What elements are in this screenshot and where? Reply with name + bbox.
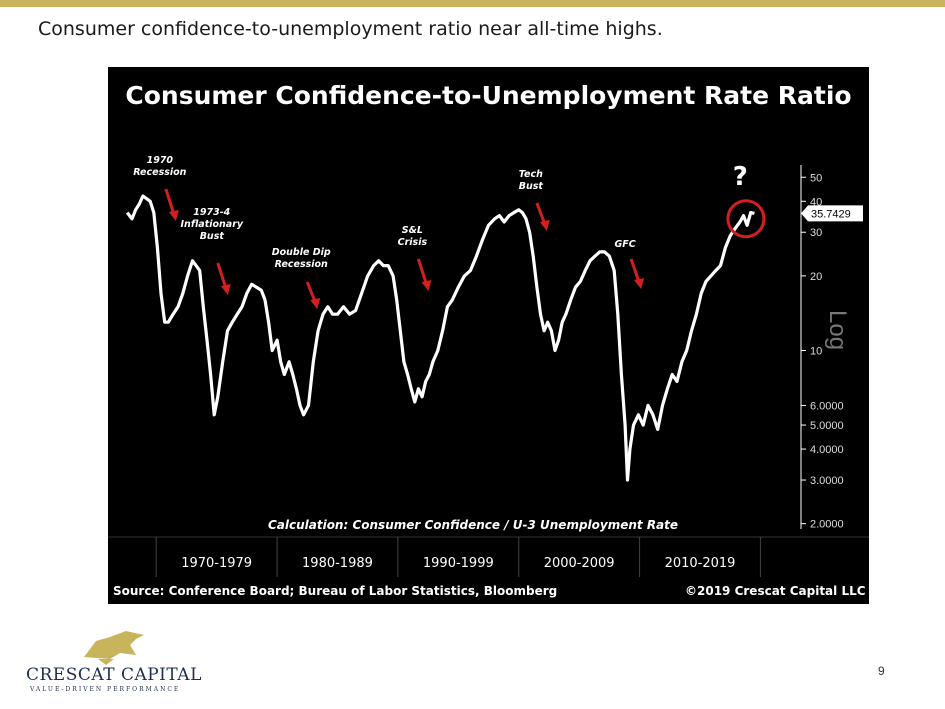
chart-source: Source: Conference Board; Bureau of Labo… xyxy=(113,584,558,598)
last-value-label: 35.7429 xyxy=(811,208,851,220)
annotation-label: Double Dip xyxy=(272,247,331,258)
annotation-arrowhead xyxy=(220,284,231,295)
y-tick-label: 4.0000 xyxy=(810,444,844,456)
annotation-arrowhead xyxy=(539,220,550,231)
y-tick-label: 6.0000 xyxy=(810,400,844,412)
y-tick-label: 10 xyxy=(810,345,822,357)
annotation-label: Recession xyxy=(275,259,328,270)
y-tick-label: 3.0000 xyxy=(810,475,844,487)
annotation-label: Tech xyxy=(519,169,543,180)
chart-panel: Consumer Confidence-to-Unemployment Rate… xyxy=(108,67,869,604)
annotation-label: Crisis xyxy=(398,237,428,248)
slide-top-bar xyxy=(0,0,945,7)
x-decade-label: 2010-2019 xyxy=(665,556,736,571)
y-tick-label: 40 xyxy=(810,196,822,208)
annotation-label: Bust xyxy=(519,181,544,192)
annotation-label: Bust xyxy=(200,231,225,242)
y-tick-label: 2.0000 xyxy=(810,519,844,531)
annotation-arrow xyxy=(216,262,228,289)
annotation-label: 1970 xyxy=(147,155,174,166)
last-value-tag xyxy=(801,205,863,222)
logo-tagline: VALUE-DRIVEN PERFORMANCE xyxy=(30,686,181,693)
page-number: 9 xyxy=(878,664,885,678)
y-tick-label: 5.0000 xyxy=(810,420,844,432)
chart-title: Consumer Confidence-to-Unemployment Rate… xyxy=(125,81,852,110)
annotation-arrow xyxy=(629,258,641,283)
annotation-arrowhead xyxy=(310,298,321,309)
chart-copyright: ©2019 Crescat Capital LLC xyxy=(685,584,866,598)
logo-name: CRESCAT CAPITAL xyxy=(26,665,202,685)
x-decade-label: 2000-2009 xyxy=(544,556,615,571)
chart-svg: 50 40 30 20 10 6.0000 5.0000 4.0000 3.0000 2.0000… xyxy=(108,155,869,577)
highlight-circle xyxy=(726,199,766,239)
annotation-label: 1973-4 xyxy=(193,207,230,218)
crescat-logo-icon xyxy=(84,631,144,665)
annotation-arrowhead xyxy=(421,280,432,291)
x-decade-label: 1970-1979 xyxy=(181,556,252,571)
x-decade-label: 1990-1999 xyxy=(423,556,494,571)
annotation-label: GFC xyxy=(614,239,635,250)
series-line xyxy=(125,194,755,482)
annotation-arrow xyxy=(305,281,317,303)
y-tick-label: 30 xyxy=(810,227,822,239)
annotation-arrowhead xyxy=(168,210,179,221)
annotation-label: Inflationary xyxy=(181,219,244,230)
y-axis-label: Log xyxy=(824,310,851,350)
annotation-label: S&L xyxy=(402,225,423,236)
y-tick-label: 20 xyxy=(810,271,822,283)
annotation-arrow xyxy=(164,188,176,215)
slide-title: Consumer confidence-to-unemployment rati… xyxy=(38,18,663,40)
annotation-arrow xyxy=(535,202,547,225)
annotation-question-mark: ? xyxy=(733,162,748,192)
y-tick-label: 50 xyxy=(810,172,822,184)
annotation-label: Recession xyxy=(133,167,186,178)
calculation-note: Calculation: Consumer Confidence / U-3 U… xyxy=(268,518,678,532)
x-decade-label: 1980-1989 xyxy=(302,556,373,571)
annotation-arrowhead xyxy=(634,278,645,289)
annotation-arrow xyxy=(416,258,428,285)
